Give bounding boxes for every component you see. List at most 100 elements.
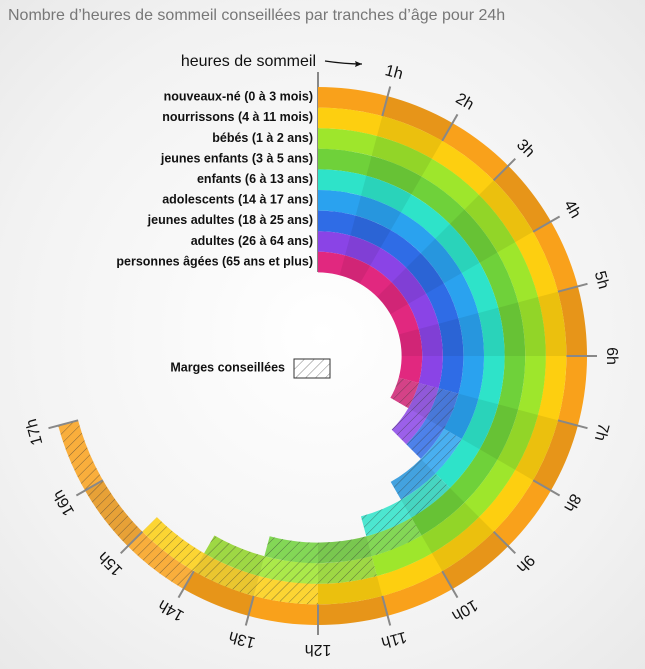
tick-label: 7h <box>591 421 612 443</box>
hour-shade <box>382 96 453 141</box>
row-label: nourrissons (4 à 11 mois) <box>162 110 313 124</box>
range-hatch <box>142 517 318 605</box>
hour-shade <box>183 571 254 616</box>
tick-label: 3h <box>513 136 538 161</box>
tick <box>48 419 79 430</box>
range-hatch <box>390 377 419 409</box>
hour-shade <box>515 414 558 481</box>
ring-bar <box>318 190 484 439</box>
hour-shade <box>478 307 505 356</box>
row-label: jeunes enfants (3 à 5 ans) <box>160 151 313 165</box>
tick-label: 16h <box>50 487 78 519</box>
hour-shade <box>360 175 412 213</box>
hour-shade <box>318 595 388 625</box>
tick <box>120 530 144 554</box>
tick-label: 6h <box>603 347 620 365</box>
hour-shade <box>435 224 480 273</box>
hour-shade <box>366 155 422 195</box>
tick <box>492 158 516 182</box>
tick <box>244 595 255 626</box>
legend-label: Marges conseillées <box>170 360 285 374</box>
hour-shade <box>391 267 427 304</box>
ring-bar <box>318 231 443 389</box>
hour-shade <box>411 487 465 536</box>
tick-label: 17h <box>23 417 46 447</box>
legend-hatch <box>293 358 331 379</box>
range-hatch <box>390 428 462 500</box>
tick-label: 5h <box>591 269 612 291</box>
tick-label: 11h <box>379 628 408 651</box>
hour-shade <box>493 165 551 232</box>
hour-shade <box>438 318 464 356</box>
hour-shade <box>464 194 516 253</box>
hour-shade <box>449 209 498 263</box>
range-hatch <box>204 535 377 584</box>
hour-shade <box>458 313 484 356</box>
row-label: adultes (26 à 64 ans) <box>191 234 313 248</box>
row-label: nouveaux-né (0 à 3 mois) <box>164 90 313 104</box>
tick <box>532 215 561 233</box>
range-hatch <box>360 473 450 537</box>
tick-label: 4h <box>560 197 584 221</box>
tick-label: 12h <box>305 641 332 658</box>
tick-label: 10h <box>449 596 481 624</box>
ring-bar <box>318 210 464 394</box>
chart-title: Nombre d’heures de sommeil conseillées p… <box>8 7 505 24</box>
row-label: enfants (6 à 13 ans) <box>197 172 313 186</box>
tick <box>75 479 104 497</box>
tick <box>557 282 588 293</box>
tick <box>381 86 392 117</box>
hour-shade <box>318 576 383 605</box>
hour-shade <box>538 291 567 356</box>
hour-shade <box>339 255 371 284</box>
hour-shade <box>479 180 534 243</box>
hour-shade <box>355 195 401 231</box>
tick <box>177 570 195 599</box>
ring-bar <box>318 169 505 488</box>
hour-shade <box>350 215 391 248</box>
tick <box>441 113 459 142</box>
hour-shade <box>518 297 546 356</box>
range-hatch <box>406 388 459 459</box>
tick-label: 13h <box>227 628 257 651</box>
tick <box>557 419 588 430</box>
tick-label: 1h <box>383 62 405 83</box>
ring-bar <box>318 148 526 536</box>
hour-shade <box>377 282 409 315</box>
hour-shade <box>479 404 519 460</box>
tick-label: 9h <box>513 551 538 576</box>
hour-shade <box>406 253 444 294</box>
arrow-head <box>355 61 362 67</box>
hour-shade <box>418 323 443 356</box>
hour-shade <box>376 116 443 159</box>
hour-shade <box>431 517 494 572</box>
tick <box>532 479 561 497</box>
hour-shade <box>557 286 587 356</box>
range-hatch <box>264 517 422 564</box>
row-label: personnes âgées (65 ans et plus) <box>116 254 313 268</box>
hour-shade <box>498 302 526 356</box>
tick-label: 2h <box>453 90 477 114</box>
hour-shade <box>420 238 462 284</box>
hour-shade <box>371 135 432 177</box>
row-label: bébés (1 à 2 ans) <box>212 131 313 145</box>
hour-shade <box>443 393 479 439</box>
axis-label: heures de sommeil <box>181 53 316 70</box>
tick <box>492 530 516 554</box>
tick <box>441 570 459 599</box>
range-hatch <box>58 420 194 589</box>
hour-shade <box>442 531 509 589</box>
row-label: jeunes adultes (18 à 25 ans) <box>147 213 313 227</box>
hour-shade <box>497 409 539 470</box>
hour-shade <box>461 398 499 450</box>
tick-label: 8h <box>560 491 584 515</box>
hour-shade <box>344 235 381 266</box>
hour-shade <box>533 420 578 491</box>
hour-shade <box>398 329 423 356</box>
ring-bar <box>318 251 423 383</box>
tick-label: 14h <box>156 596 188 624</box>
row-label: adolescents (14 à 17 ans) <box>162 193 313 207</box>
tick <box>381 595 392 626</box>
